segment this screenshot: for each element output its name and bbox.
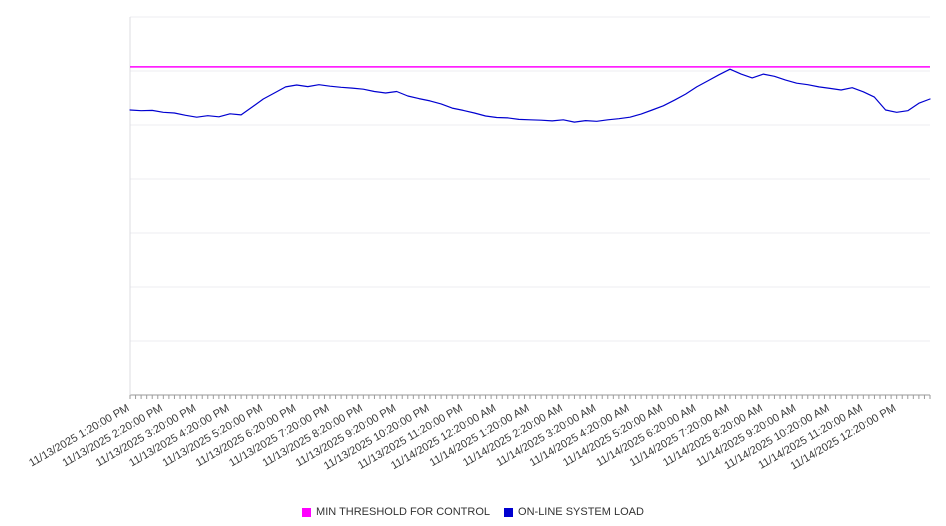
legend-item-online-system-load: ON-LINE SYSTEM LOAD: [504, 506, 644, 518]
legend-label-min-threshold: MIN THRESHOLD FOR CONTROL: [316, 506, 491, 518]
legend-label-online-system-load: ON-LINE SYSTEM LOAD: [518, 506, 644, 518]
legend-swatch-min-threshold: [302, 507, 312, 517]
legend-swatch-online-system-load: [504, 507, 514, 517]
chart-legend: MIN THRESHOLD FOR CONTROL ON-LINE SYSTEM…: [0, 506, 946, 518]
legend-item-min-threshold: MIN THRESHOLD FOR CONTROL: [302, 506, 490, 518]
